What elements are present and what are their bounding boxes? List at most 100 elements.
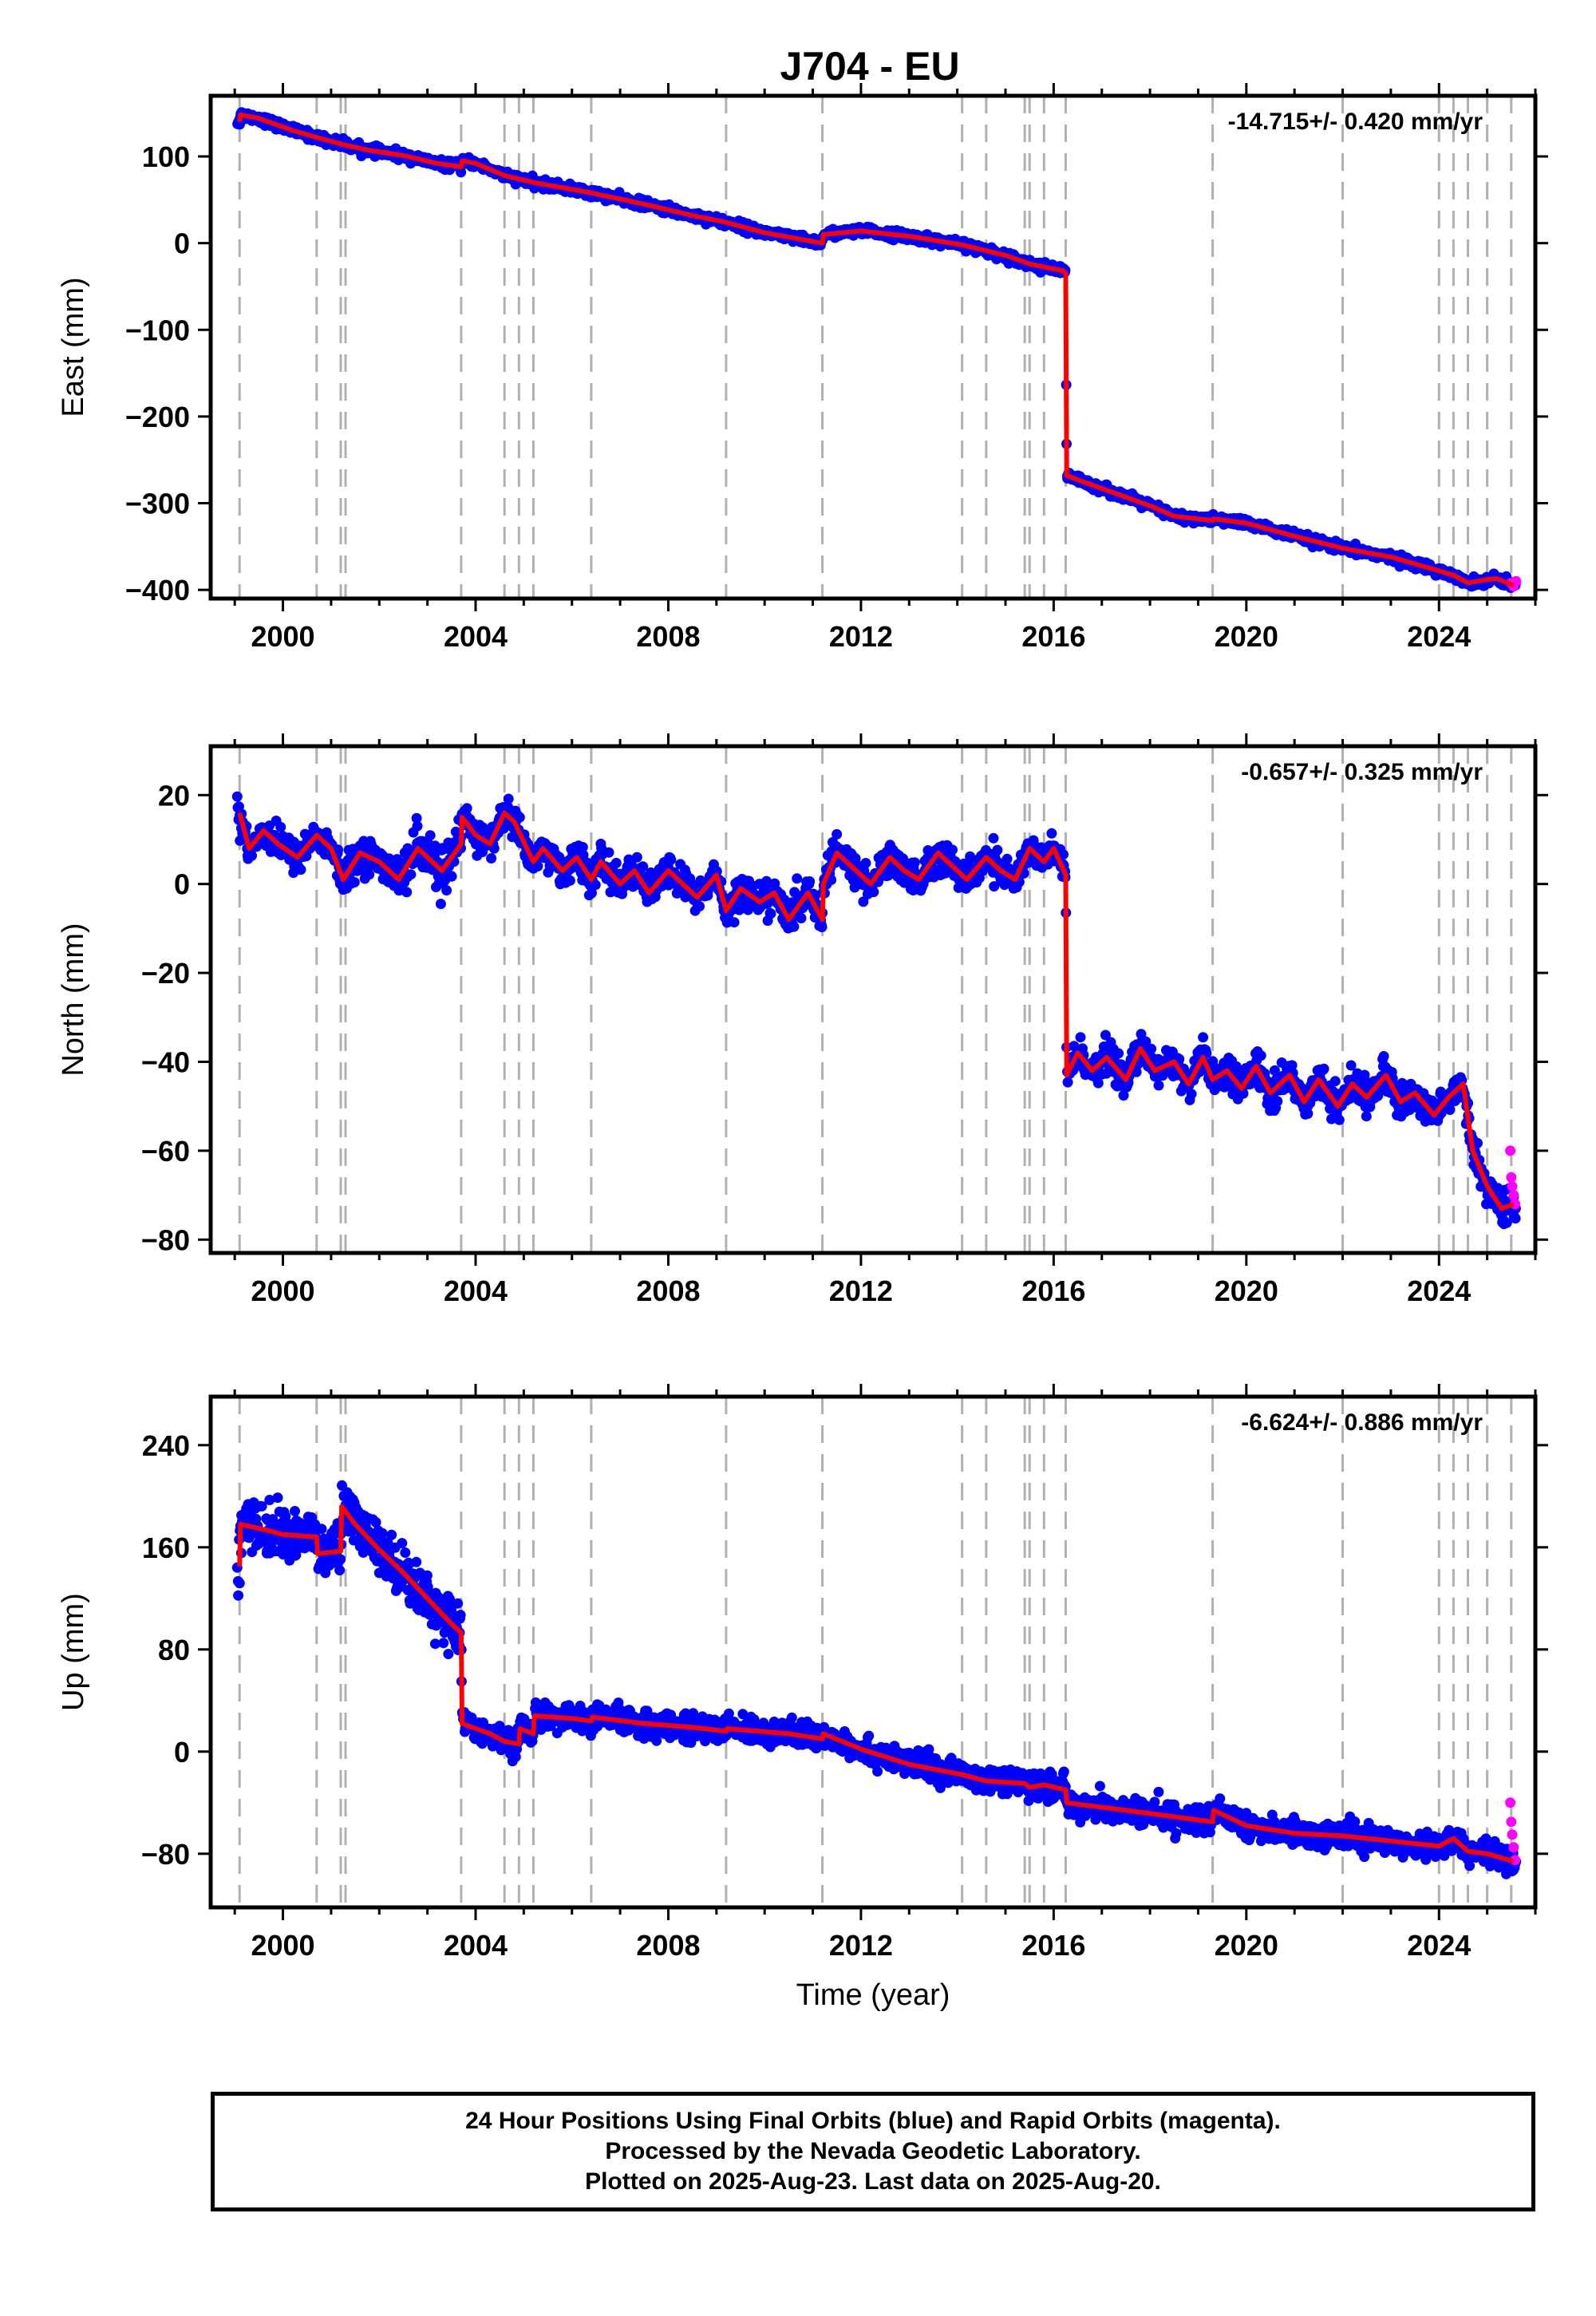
north-final-point xyxy=(1140,1036,1152,1047)
north-final-point xyxy=(503,793,514,804)
east-y-axis-label: East (mm) xyxy=(57,277,90,417)
north-final-point xyxy=(577,842,588,852)
east-y-tick-label: −100 xyxy=(125,314,190,346)
north-final-point xyxy=(295,864,306,875)
north-final-point xyxy=(1272,1096,1283,1107)
north-final-point xyxy=(603,847,614,858)
east-panel: 2000 2004 2008 2012 2016 2020 2024−400−300−200… xyxy=(57,83,1548,653)
north-final-point xyxy=(411,812,422,824)
north-final-point xyxy=(694,901,705,912)
east-x-tick-label: 2008 xyxy=(636,620,700,653)
north-final-point xyxy=(1231,1061,1242,1072)
north-final-point xyxy=(1118,1090,1129,1101)
north-final-point xyxy=(275,821,286,832)
north-final-point xyxy=(349,877,360,887)
east-final-point xyxy=(456,167,467,178)
north-final-point xyxy=(1001,853,1013,864)
north-final-point xyxy=(1092,1077,1104,1089)
north-final-point xyxy=(384,853,395,864)
north-final-point xyxy=(1333,1114,1345,1125)
north-final-point xyxy=(441,885,452,896)
north-final-point xyxy=(590,879,601,891)
east-x-tick-label: 2016 xyxy=(1021,620,1085,653)
north-panel: 2000 2004 2008 2012 2016 2020 2024−80−60−40−20… xyxy=(57,733,1548,1307)
east-model-fit xyxy=(237,112,1515,588)
north-final-point xyxy=(860,858,871,868)
north-final-point xyxy=(638,861,649,872)
north-final-point xyxy=(868,887,879,898)
north-final-point xyxy=(1058,849,1069,860)
east-y-tick-label: −300 xyxy=(125,488,190,520)
north-final-point xyxy=(401,887,413,898)
north-final-point xyxy=(711,866,722,877)
east-y-tick-label: −400 xyxy=(125,574,190,607)
north-final-point xyxy=(989,881,1000,892)
north-final-point xyxy=(514,812,525,823)
east-y-tick-label: 0 xyxy=(174,227,190,260)
north-final-point xyxy=(405,869,417,880)
north-final-point xyxy=(858,896,869,907)
north-final-point xyxy=(1472,1137,1483,1148)
north-final-point xyxy=(435,899,446,910)
north-final-point xyxy=(729,917,740,928)
north-final-point xyxy=(1186,1089,1197,1100)
north-final-point xyxy=(231,791,243,802)
north-final-point xyxy=(1302,1108,1314,1119)
chart-title: J704 - EU xyxy=(780,44,959,89)
north-final-point xyxy=(832,828,843,840)
north-final-point xyxy=(587,887,597,899)
north-final-point xyxy=(1100,1030,1111,1041)
north-rapid-point xyxy=(1506,1172,1517,1183)
north-final-point xyxy=(488,843,500,854)
east-x-tick-label: 2024 xyxy=(1407,620,1471,653)
north-final-point xyxy=(631,852,642,863)
north-rapid-point xyxy=(1508,1190,1519,1201)
north-final-point xyxy=(1153,1080,1164,1091)
north-final-point xyxy=(1131,1066,1142,1077)
north-rapid-point xyxy=(1507,1180,1518,1192)
north-final-point xyxy=(1501,1217,1512,1228)
north-final-point xyxy=(1286,1060,1298,1071)
north-final-point xyxy=(364,869,375,880)
east-x-tick-label: 2012 xyxy=(829,620,893,653)
north-final-point xyxy=(666,854,677,865)
north-final-point xyxy=(816,922,828,933)
east-rate-label: -14.715+/- 0.420 mm/yr xyxy=(1228,109,1483,135)
north-final-point xyxy=(1255,1050,1266,1061)
north-final-point xyxy=(796,913,807,923)
north-final-point xyxy=(412,820,423,832)
north-final-point xyxy=(1136,1029,1147,1040)
east-y-tick-label: −200 xyxy=(125,401,190,433)
north-final-point xyxy=(1318,1063,1329,1074)
north-final-point xyxy=(532,860,543,871)
north-final-point xyxy=(1075,1032,1086,1043)
north-final-point xyxy=(425,830,436,841)
north-final-point xyxy=(804,876,816,887)
north-final-point xyxy=(1198,1032,1209,1043)
north-final-point xyxy=(1345,1060,1357,1071)
east-x-tick-label: 2000 xyxy=(251,620,314,653)
north-final-point xyxy=(1146,1043,1157,1054)
north-final-point xyxy=(1269,1065,1280,1076)
north-final-point xyxy=(992,844,1003,856)
north-final-point xyxy=(1046,828,1057,839)
north-final-point xyxy=(486,853,497,864)
north-final-point xyxy=(333,844,344,856)
north-final-point xyxy=(247,850,257,861)
north-model-fit xyxy=(237,810,1515,1211)
east-x-tick-label: 2020 xyxy=(1215,620,1278,653)
north-final-point xyxy=(1329,1076,1341,1087)
north-final-point xyxy=(578,850,589,860)
north-final-point xyxy=(947,844,958,856)
north-final-point xyxy=(461,803,472,814)
north-final-point xyxy=(988,832,999,844)
north-final-point xyxy=(1510,1213,1521,1224)
north-final-point xyxy=(1113,1048,1124,1059)
north-rapid-point xyxy=(1505,1145,1516,1156)
north-final-point xyxy=(792,873,803,884)
north-final-point xyxy=(1238,1088,1249,1099)
east-frame xyxy=(208,93,1538,601)
north-final-point xyxy=(446,871,457,882)
east-y-tick-label: 100 xyxy=(142,140,190,173)
